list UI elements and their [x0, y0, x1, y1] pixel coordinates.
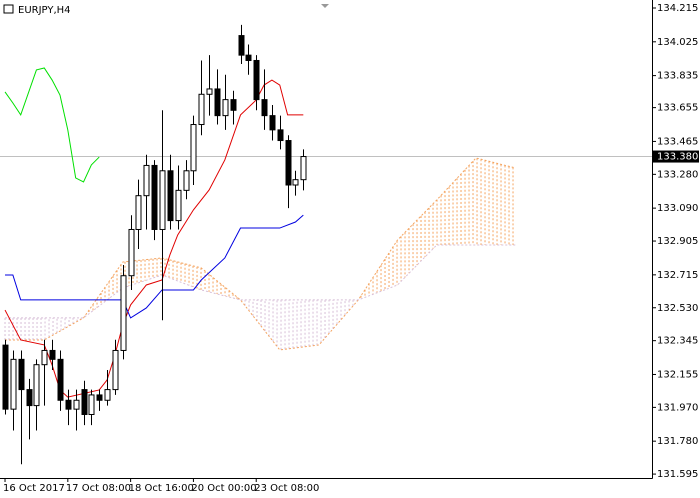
candle-body [253, 59, 260, 101]
candle-body [206, 88, 213, 95]
candle-body [222, 99, 229, 117]
price-label-box [653, 150, 699, 163]
y-tick-label: 134.025 [657, 37, 698, 48]
y-tick-label: 133.655 [657, 103, 698, 114]
shift-marker [321, 4, 329, 8]
candle-body [285, 140, 292, 186]
candle-body [41, 349, 48, 366]
candle-body [269, 115, 276, 131]
candle-body [65, 399, 72, 410]
y-tick-label: 131.595 [657, 469, 698, 480]
candle-body [183, 170, 190, 191]
title-icon [3, 4, 14, 14]
y-tick-label: 131.780 [657, 436, 698, 447]
y-tick-label: 132.715 [657, 270, 698, 281]
candle-body [18, 358, 25, 391]
candle-body [120, 275, 127, 351]
candle-body [175, 189, 182, 222]
candle-body [26, 389, 33, 407]
y-tick-label: 132.905 [657, 236, 698, 247]
candle-body [198, 93, 205, 126]
candle-body [96, 394, 103, 401]
y-tick-label: 133.835 [657, 71, 698, 82]
candle-body [73, 399, 80, 410]
y-tick-label: 134.215 [657, 3, 698, 14]
candle-body [277, 129, 284, 142]
x-tick-label: 16 Oct 2017 [3, 483, 65, 494]
candle-body [151, 164, 158, 230]
candle-body [230, 99, 237, 111]
y-tick-label: 133.465 [657, 136, 698, 147]
candle-body [292, 179, 299, 186]
indicator-line [5, 214, 304, 319]
y-tick-label: 132.345 [657, 336, 698, 347]
x-tick-label: 20 Oct 00:00 [191, 483, 256, 494]
y-tick-label: 133.090 [657, 203, 698, 214]
candle-body [104, 389, 111, 401]
indicator-line [4, 67, 100, 183]
candle-body [128, 228, 135, 277]
candle-body [135, 195, 142, 230]
candle-body [238, 35, 245, 56]
candle-body [214, 88, 221, 117]
candle-body [167, 170, 174, 222]
y-tick-label: 133.280 [657, 169, 698, 180]
candle-body [2, 344, 9, 410]
chart-title: EURJPY,H4 [18, 5, 71, 16]
y-tick-label: 131.970 [657, 402, 698, 413]
candle-body [57, 358, 64, 401]
x-tick-label: 18 Oct 16:00 [129, 483, 194, 494]
candle-body [159, 170, 166, 230]
candle-body [143, 164, 150, 197]
y-tick-label: 132.155 [657, 369, 698, 380]
candle-body [88, 394, 95, 415]
x-tick-label: 17 Oct 08:00 [66, 483, 131, 494]
candle-body [33, 364, 40, 407]
price-label: 133.380 [657, 152, 698, 163]
candle-body [245, 54, 252, 61]
candle-body [261, 99, 268, 117]
candle-body [81, 389, 88, 415]
x-tick-label: 23 Oct 08:00 [254, 483, 319, 494]
cloud-span-a [5, 157, 516, 351]
candle-body [300, 156, 307, 181]
candle-body [112, 349, 119, 391]
candle-body [10, 358, 17, 410]
candle-body [49, 349, 56, 360]
candle-body [190, 124, 197, 172]
y-tick-label: 132.530 [657, 303, 698, 314]
